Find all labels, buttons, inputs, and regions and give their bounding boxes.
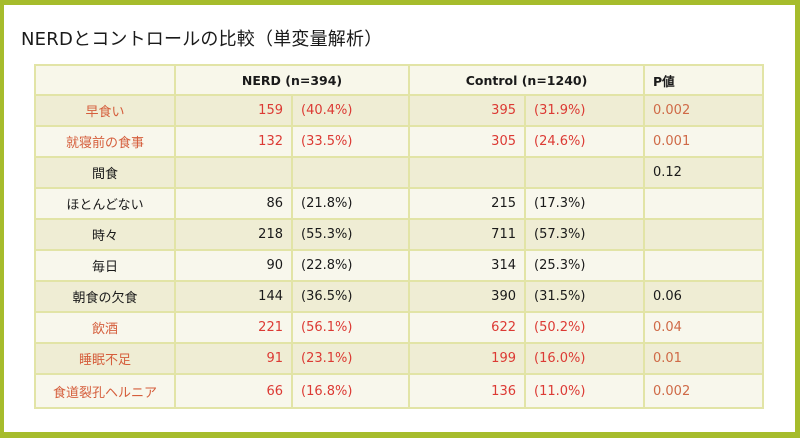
control-percent: (31.5%) xyxy=(524,280,645,313)
control-percent: (24.6%) xyxy=(524,125,645,158)
row-label: 睡眠不足 xyxy=(34,342,176,375)
row-label: 時々 xyxy=(34,218,176,251)
header-p-value: P値 xyxy=(643,64,764,96)
control-percent: (16.0%) xyxy=(524,342,645,375)
table-row: 毎日 90 (22.8%) 314 (25.3%) xyxy=(34,249,764,282)
slide-title: NERDとコントロールの比較（単変量解析） xyxy=(21,29,383,50)
nerd-count: 144 xyxy=(174,280,293,313)
table-row: ほとんどない 86 (21.8%) 215 (17.3%) xyxy=(34,187,764,220)
p-value: 0.01 xyxy=(643,342,764,375)
control-percent: (57.3%) xyxy=(524,218,645,251)
nerd-count xyxy=(174,156,293,189)
row-label: 食道裂孔ヘルニア xyxy=(34,373,176,409)
table-row: 就寝前の食事 132 (33.5%) 305 (24.6%) 0.001 xyxy=(34,125,764,158)
nerd-count: 221 xyxy=(174,311,293,344)
control-count: 395 xyxy=(408,94,526,127)
control-percent: (31.9%) xyxy=(524,94,645,127)
p-value: 0.002 xyxy=(643,94,764,127)
control-count xyxy=(408,156,526,189)
header-label xyxy=(34,64,176,96)
nerd-percent xyxy=(291,156,410,189)
row-label: 毎日 xyxy=(34,249,176,282)
control-count: 305 xyxy=(408,125,526,158)
p-value: 0.001 xyxy=(643,125,764,158)
comparison-table: NERD (n=394) Control (n=1240) P値 早食い 159… xyxy=(34,64,764,409)
p-value: 0.06 xyxy=(643,280,764,313)
row-label: 朝食の欠食 xyxy=(34,280,176,313)
row-label: 早食い xyxy=(34,94,176,127)
p-value: 0.002 xyxy=(643,373,764,409)
nerd-percent: (56.1%) xyxy=(291,311,410,344)
table-row: 早食い 159 (40.4%) 395 (31.9%) 0.002 xyxy=(34,94,764,127)
p-value xyxy=(643,187,764,220)
row-label: 飲酒 xyxy=(34,311,176,344)
nerd-percent: (23.1%) xyxy=(291,342,410,375)
nerd-count: 86 xyxy=(174,187,293,220)
table-row: 飲酒 221 (56.1%) 622 (50.2%) 0.04 xyxy=(34,311,764,344)
nerd-count: 132 xyxy=(174,125,293,158)
control-count: 314 xyxy=(408,249,526,282)
row-label: 間食 xyxy=(34,156,176,189)
control-count: 711 xyxy=(408,218,526,251)
control-percent: (11.0%) xyxy=(524,373,645,409)
p-value: 0.12 xyxy=(643,156,764,189)
nerd-percent: (22.8%) xyxy=(291,249,410,282)
control-percent xyxy=(524,156,645,189)
control-count: 199 xyxy=(408,342,526,375)
nerd-count: 66 xyxy=(174,373,293,409)
nerd-count: 159 xyxy=(174,94,293,127)
control-count: 215 xyxy=(408,187,526,220)
table-row: 朝食の欠食 144 (36.5%) 390 (31.5%) 0.06 xyxy=(34,280,764,313)
table-row: 間食 0.12 xyxy=(34,156,764,189)
control-percent: (25.3%) xyxy=(524,249,645,282)
table-row: 睡眠不足 91 (23.1%) 199 (16.0%) 0.01 xyxy=(34,342,764,375)
nerd-count: 218 xyxy=(174,218,293,251)
row-label: ほとんどない xyxy=(34,187,176,220)
nerd-percent: (40.4%) xyxy=(291,94,410,127)
p-value xyxy=(643,218,764,251)
nerd-percent: (36.5%) xyxy=(291,280,410,313)
control-percent: (50.2%) xyxy=(524,311,645,344)
p-value xyxy=(643,249,764,282)
control-count: 390 xyxy=(408,280,526,313)
control-count: 622 xyxy=(408,311,526,344)
table-row: 時々 218 (55.3%) 711 (57.3%) xyxy=(34,218,764,251)
control-percent: (17.3%) xyxy=(524,187,645,220)
table-row: 食道裂孔ヘルニア 66 (16.8%) 136 (11.0%) 0.002 xyxy=(34,373,764,409)
nerd-count: 91 xyxy=(174,342,293,375)
header-nerd: NERD (n=394) xyxy=(174,64,410,96)
table-header-row: NERD (n=394) Control (n=1240) P値 xyxy=(34,64,764,96)
nerd-percent: (21.8%) xyxy=(291,187,410,220)
nerd-percent: (33.5%) xyxy=(291,125,410,158)
nerd-percent: (55.3%) xyxy=(291,218,410,251)
nerd-percent: (16.8%) xyxy=(291,373,410,409)
row-label: 就寝前の食事 xyxy=(34,125,176,158)
header-control: Control (n=1240) xyxy=(408,64,645,96)
table-body: 早食い 159 (40.4%) 395 (31.9%) 0.002 就寝前の食事… xyxy=(34,94,764,409)
p-value: 0.04 xyxy=(643,311,764,344)
control-count: 136 xyxy=(408,373,526,409)
nerd-count: 90 xyxy=(174,249,293,282)
